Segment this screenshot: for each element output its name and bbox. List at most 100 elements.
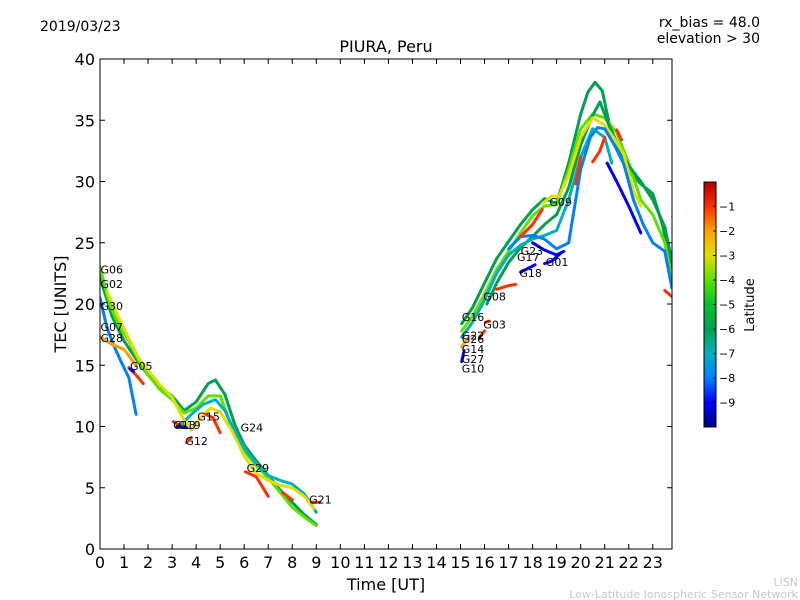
satellite-label: G14 — [462, 343, 485, 356]
satellite-label: G30 — [101, 300, 124, 313]
x-tick-label: 18 — [522, 553, 542, 572]
satellite-label: G15 — [197, 410, 220, 423]
footer-lisn: LISN — [773, 576, 798, 589]
satellite-label: G23 — [521, 245, 544, 258]
colorbar-label: Latitude — [743, 278, 758, 332]
x-tick-label: 23 — [643, 553, 663, 572]
date-label: 2019/03/23 — [40, 19, 121, 35]
tec-series-line — [100, 335, 138, 367]
rx-bias-label: rx_bias = 48.0 — [659, 15, 760, 31]
tec-series-line — [507, 126, 672, 290]
x-axis: 0 1 2 3 4 5 6 7 8 9 10 11 12 13 14 15 16 17 18 19 20 21 22 23 — [95, 59, 663, 572]
x-tick-label: 19 — [546, 553, 566, 572]
x-tick-label: 12 — [378, 553, 398, 572]
tec-series-line — [543, 251, 563, 266]
tec-series-line — [100, 296, 138, 416]
elevation-label: elevation > 30 — [657, 31, 760, 47]
x-tick-label: 14 — [426, 553, 446, 572]
satellite-label: G01 — [546, 256, 569, 269]
y-tick-label: 5 — [85, 479, 95, 498]
footer-network: Low-Latitude Ionospheric Sensor Network — [569, 588, 798, 600]
satellite-label: G17 — [517, 251, 540, 264]
chart-title: PIURA, Peru — [339, 37, 432, 56]
y-tick-label: 40 — [75, 50, 95, 69]
colorbar-tick-label: −3 — [719, 250, 735, 263]
x-tick-label: 21 — [595, 553, 615, 572]
x-tick-label: 13 — [402, 553, 422, 572]
tec-series-line — [105, 290, 316, 511]
satellite-label: G03 — [483, 319, 506, 332]
tec-series-line — [484, 319, 491, 324]
colorbar-tick-label: −4 — [719, 274, 735, 287]
tec-series-line — [281, 491, 294, 502]
colorbar-tick-label: −9 — [719, 397, 735, 410]
tec-series-line — [495, 282, 518, 291]
satellite-label: G06 — [101, 263, 124, 276]
x-tick-label: 4 — [191, 553, 201, 572]
y-axis-label: TEC [UNITS] — [51, 256, 70, 354]
y-tick-label: 30 — [75, 173, 95, 192]
colorbar-tick-label: −6 — [719, 323, 735, 336]
tec-series-line — [663, 289, 672, 299]
satellite-label: G21 — [309, 494, 332, 507]
colorbar: −1 −2 −3 −4 −5 −6 −7 −8 −9 Latitude — [703, 181, 758, 428]
satellite-label: G08 — [483, 290, 506, 303]
tec-series-line — [519, 263, 537, 274]
tec-series-line — [175, 425, 188, 430]
x-tick-label: 1 — [119, 553, 129, 572]
x-tick-label: 6 — [239, 553, 249, 572]
tec-series-line — [540, 116, 643, 208]
colorbar-tick-label: −2 — [719, 225, 735, 238]
x-tick-label: 0 — [95, 553, 105, 572]
satellite-label: G09 — [549, 196, 572, 209]
x-tick-label: 9 — [311, 553, 321, 572]
x-tick-label: 5 — [215, 553, 225, 572]
tec-series-line — [615, 128, 623, 142]
colorbar-tick-label: −1 — [719, 201, 735, 214]
satellite-label: G02 — [101, 278, 124, 291]
tec-series-line — [204, 412, 222, 435]
x-tick-label: 22 — [619, 553, 639, 572]
x-tick-label: 11 — [354, 553, 374, 572]
x-axis-label: Time [UT] — [346, 575, 425, 594]
satellite-label: G29 — [247, 462, 270, 475]
satellite-label: G26 — [462, 333, 485, 346]
satellite-label: G07 — [101, 321, 124, 334]
colorbar-tick-label: −5 — [719, 299, 735, 312]
satellite-label: G28 — [101, 332, 124, 345]
y-tick-label: 35 — [75, 111, 95, 130]
tec-series-line — [591, 135, 607, 164]
satellite-label: G10 — [462, 363, 485, 376]
x-tick-label: 3 — [167, 553, 177, 572]
x-tick-label: 10 — [330, 553, 350, 572]
colorbar-tick-label: −7 — [719, 348, 735, 361]
y-tick-label: 0 — [85, 540, 95, 559]
x-tick-label: 20 — [570, 553, 590, 572]
tec-series-line — [460, 336, 470, 349]
tec-series-line — [128, 367, 136, 373]
y-tick-label: 25 — [75, 234, 95, 253]
tec-series-line — [460, 349, 466, 364]
satellite-label: G24 — [241, 421, 264, 434]
satellite-label: G22 — [462, 330, 485, 343]
x-tick-label: 8 — [287, 553, 297, 572]
series-lines — [100, 80, 672, 528]
y-axis: 0 5 10 15 20 25 30 35 40 — [75, 50, 672, 559]
x-tick-label: 17 — [498, 553, 518, 572]
y-tick-label: 20 — [75, 295, 95, 314]
tec-series-line — [185, 436, 193, 444]
tec-series-line — [460, 80, 672, 326]
x-tick-label: 16 — [474, 553, 494, 572]
colorbar-tick-label: −8 — [719, 372, 735, 385]
x-tick-label: 7 — [263, 553, 273, 572]
satellite-label: G16 — [462, 311, 485, 324]
satellite-label: G13 — [173, 419, 196, 432]
satellite-label: G27 — [462, 353, 485, 366]
tec-series-line — [243, 470, 270, 498]
satellite-label: G12 — [185, 435, 208, 448]
satellite-label: G19 — [178, 419, 201, 432]
tec-series-line — [478, 329, 486, 339]
tec-series-line — [519, 208, 544, 239]
